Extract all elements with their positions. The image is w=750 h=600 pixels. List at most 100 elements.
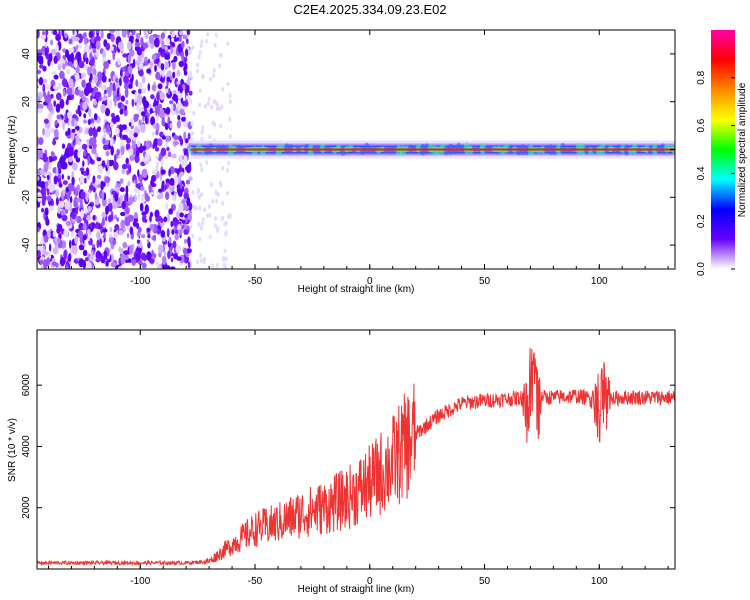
spectrogram-noise-mark: [207, 204, 211, 209]
spectrogram-noise-mark: [200, 192, 203, 197]
spectrogram-noise-mark: [226, 81, 230, 87]
spectrogram-noise-mark: [82, 249, 88, 257]
spectrogram-noise-mark: [226, 190, 229, 196]
spectrogram-noise-mark: [59, 98, 65, 109]
spectrogram-noise-mark: [75, 207, 79, 215]
spectrogram-noise-mark: [205, 38, 209, 44]
spectrogram-noise-mark: [188, 70, 193, 79]
spectrogram-noise-mark: [215, 106, 219, 112]
spectrogram-noise-mark: [213, 42, 217, 48]
spectrogram-noise-mark: [156, 138, 163, 147]
spectrogram-noise-mark: [88, 127, 94, 137]
spectrogram-noise-mark: [55, 189, 59, 198]
spectrogram-noise-mark: [68, 38, 73, 45]
spectrogram-noise-mark: [85, 257, 89, 262]
spectrogram-noise-mark: [186, 30, 191, 36]
spectrogram-noise-mark: [183, 204, 190, 211]
spectrogram-noise-mark: [181, 51, 185, 60]
spectrogram-noise-mark: [92, 68, 97, 76]
spectrogram-noise-mark: [113, 231, 119, 238]
spectrogram-noise-mark: [203, 256, 206, 262]
colorbar-tick-label: 0.0: [696, 262, 707, 276]
spectrogram-noise-mark: [182, 34, 188, 40]
snr-x-tick-label: 0: [367, 576, 373, 587]
spectrogram-noise-mark: [40, 34, 47, 40]
spectrogram-noise-mark: [55, 262, 59, 268]
spectrogram-noise-mark: [129, 35, 134, 41]
spectrogram-noise-mark: [144, 204, 149, 215]
spectrogram-noise-mark: [141, 215, 147, 223]
spectrogram-noise-mark: [45, 182, 48, 189]
spectrogram-noise-mark: [72, 162, 78, 171]
spectrogram-noise-mark: [151, 175, 156, 183]
spectrogram-noise-mark: [80, 209, 84, 219]
spectrogram-noise-mark: [170, 46, 174, 55]
spectrogram-noise-mark: [126, 41, 132, 51]
spectrogram-noise-mark: [115, 30, 120, 36]
spectrogram-noise-mark: [97, 165, 104, 173]
spectrogram-noise-mark: [177, 188, 183, 197]
spectrogram-noise-mark: [183, 161, 188, 167]
spectrogram-noise-mark: [48, 243, 52, 252]
spectrogram-noise-mark: [171, 30, 176, 38]
spectrogram-noise-mark: [108, 78, 111, 83]
spectrogram-noise-mark: [123, 108, 128, 117]
spectrogram-noise-mark: [37, 169, 41, 175]
spectrogram-noise-mark: [127, 181, 131, 187]
spectrogram-noise-mark: [138, 174, 144, 183]
spectrogram-noise-mark: [219, 123, 223, 129]
spectrogram-noise-mark: [157, 244, 164, 254]
spectrogram-noise-mark: [190, 131, 194, 136]
spectrogram-noise-mark: [115, 114, 120, 123]
spectrogram-noise-mark: [42, 155, 49, 163]
spectrogram-noise-mark: [121, 200, 127, 210]
spectrogram-noise-mark: [185, 38, 189, 45]
spectrogram-noise-mark: [54, 120, 58, 126]
spectrogram-noise-mark: [152, 223, 155, 233]
spectrogram-noise-mark: [179, 108, 185, 116]
spectrogram-noise-mark: [219, 182, 223, 188]
spectrogram-noise-mark: [128, 197, 134, 205]
spectrogram-noise-mark: [93, 86, 98, 93]
spectrogram-y-tick-label: -40: [21, 237, 32, 252]
spectrogram-noise-mark: [188, 176, 193, 182]
spectrogram-noise-mark: [199, 252, 203, 258]
spectrogram-noise-mark: [87, 156, 90, 166]
spectrogram-noise-mark: [96, 239, 100, 249]
spectrogram-noise-mark: [103, 232, 106, 239]
spectrogram-noise-mark: [117, 197, 121, 206]
spectrogram-noise-mark: [119, 178, 124, 184]
spectrogram-noise-mark: [65, 264, 69, 269]
spectrogram-x-tick-label: -100: [130, 276, 150, 287]
spectrogram-noise-mark: [45, 30, 49, 36]
spectrogram-noise-mark: [66, 191, 70, 201]
spectrogram-noise-mark: [47, 112, 53, 122]
spectrogram-noise-mark: [67, 61, 73, 67]
spectrogram-noise-mark: [132, 30, 136, 36]
spectrogram-noise-mark: [176, 37, 180, 42]
snr-y-tick-label: 6000: [21, 374, 32, 397]
spectrogram-noise-mark: [134, 42, 141, 48]
spectrogram-noise-mark: [94, 224, 100, 229]
spectrogram-noise-mark: [52, 137, 56, 146]
spectrogram-noise-mark: [172, 71, 176, 79]
spectrogram-noise-mark: [37, 188, 41, 193]
spectrogram-noise-mark: [173, 141, 179, 146]
spectrogram-noise-mark: [37, 193, 43, 203]
spectrogram-noise-mark: [94, 192, 98, 200]
spectrogram-noise-mark: [176, 69, 181, 77]
spectrogram-noise-mark: [134, 193, 137, 203]
spectrogram-noise-mark: [166, 146, 170, 152]
spectrogram-noise-mark: [63, 229, 69, 238]
spectrogram-noise-mark: [76, 116, 79, 122]
spectrogram-noise-mark: [63, 154, 67, 162]
spectrogram-noise-mark: [109, 30, 116, 34]
spectrogram-noise-mark: [75, 156, 81, 163]
spectrogram-noise-mark: [149, 60, 154, 69]
spectrogram-noise-mark: [169, 177, 175, 186]
spectrogram-noise-mark: [71, 47, 75, 53]
spectrogram-noise-mark: [178, 135, 182, 142]
spectrogram-noise-mark: [119, 108, 124, 115]
spectrogram-noise-mark: [160, 63, 165, 71]
spectrogram-noise-mark: [198, 236, 202, 242]
